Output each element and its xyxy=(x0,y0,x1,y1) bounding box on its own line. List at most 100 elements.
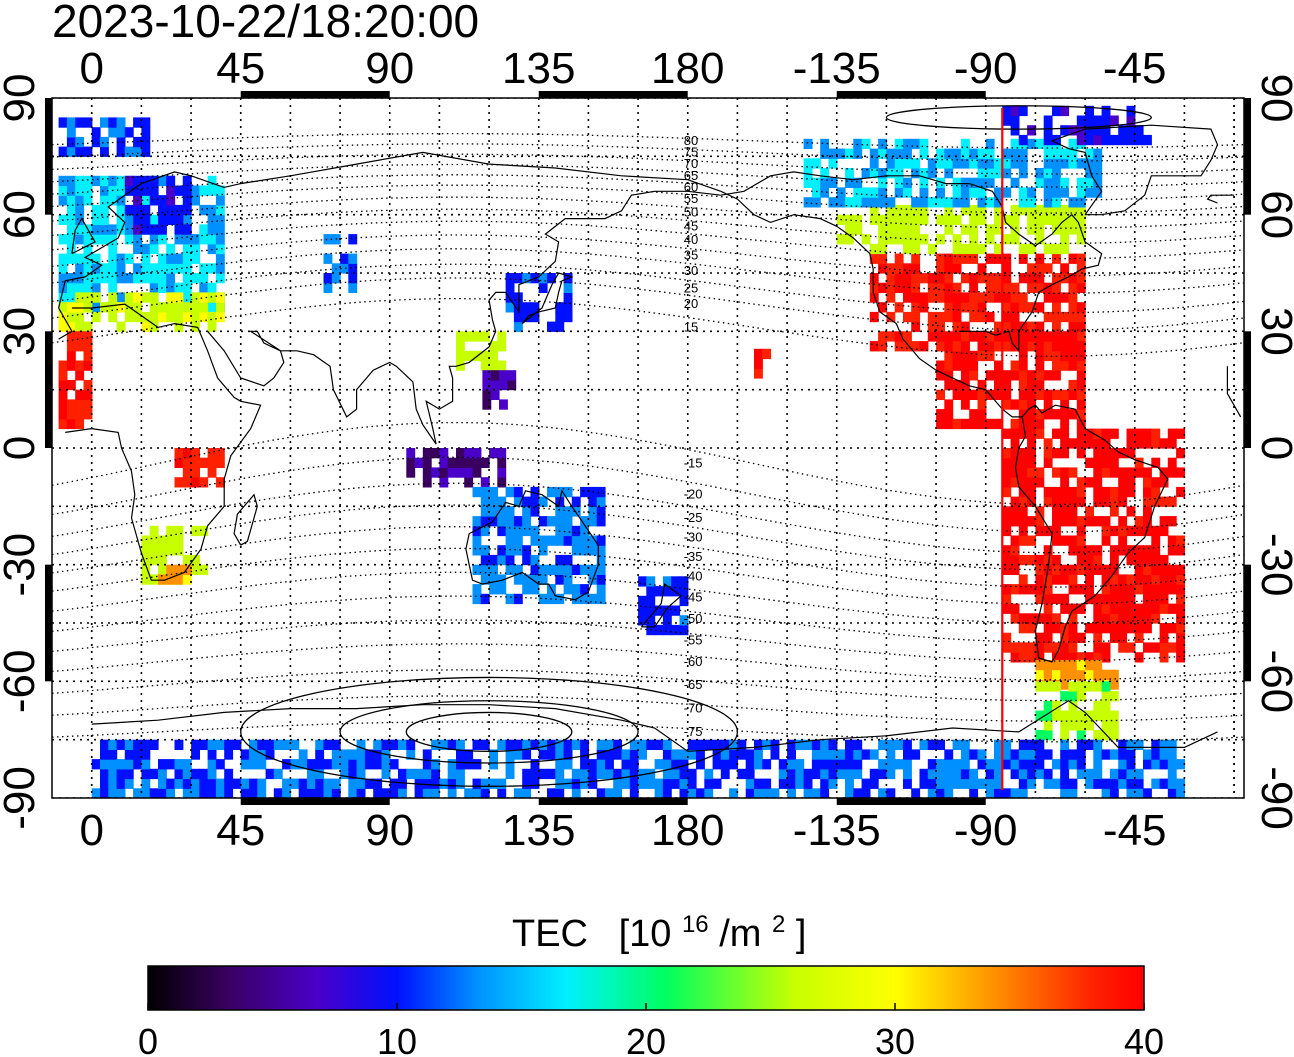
tec-cell xyxy=(191,749,200,760)
tec-cell xyxy=(273,768,283,780)
tec-cell xyxy=(1060,659,1070,671)
tec-cell xyxy=(787,768,796,780)
tec-cell xyxy=(406,467,416,478)
tec-cell xyxy=(960,187,970,198)
tec-cell xyxy=(944,253,954,264)
tec-cell xyxy=(927,759,937,770)
tec-cell xyxy=(116,768,126,780)
tec-cell xyxy=(994,739,1003,750)
coastline xyxy=(71,217,96,255)
tec-cell xyxy=(1035,341,1045,352)
tec-cell xyxy=(679,624,689,636)
tec-cell xyxy=(1176,788,1185,798)
tec-cell xyxy=(182,448,192,459)
tec-cell xyxy=(1035,321,1045,332)
tec-cell xyxy=(116,263,126,274)
tec-cell xyxy=(671,768,681,780)
tec-cell xyxy=(696,759,705,770)
tec-cell xyxy=(580,486,589,498)
tec-cell xyxy=(936,148,945,159)
tec-cell xyxy=(563,486,573,498)
tec-cell xyxy=(1076,691,1086,702)
tec-cell xyxy=(141,574,151,585)
tec-cell xyxy=(878,234,887,245)
tec-cell xyxy=(273,788,283,798)
tec-cell xyxy=(836,148,846,159)
tec-cell xyxy=(1002,593,1012,605)
tec-cell xyxy=(869,204,879,216)
tec-cell xyxy=(927,788,937,798)
tec-cell xyxy=(588,768,598,780)
tec-cell xyxy=(149,185,159,196)
tec-cell xyxy=(1043,331,1053,342)
tec-cell xyxy=(1093,681,1103,692)
tec-cell xyxy=(845,759,854,770)
tec-cell xyxy=(133,185,142,196)
tec-cell xyxy=(927,311,937,323)
tec-cell xyxy=(83,341,93,352)
tec-cell xyxy=(1043,574,1053,585)
tec-cell xyxy=(960,302,970,313)
tec-cell xyxy=(497,467,507,478)
tec-cell xyxy=(75,399,85,410)
coastline xyxy=(720,190,1169,663)
tec-cell xyxy=(538,574,548,585)
tec-cell xyxy=(745,778,755,789)
tec-cell xyxy=(1052,214,1061,225)
tec-cell xyxy=(729,749,738,760)
tec-cell xyxy=(166,788,176,798)
tec-cell xyxy=(108,282,118,293)
tec-cell xyxy=(547,788,556,798)
tec-cell xyxy=(903,263,912,274)
tec-cell xyxy=(456,739,465,750)
tec-cell xyxy=(646,576,656,587)
tec-cell xyxy=(1018,105,1028,117)
tec-cell xyxy=(489,759,498,770)
tec-cell xyxy=(936,360,945,371)
tec-cell xyxy=(1176,535,1185,546)
tec-cell xyxy=(1101,691,1111,702)
tec-cell xyxy=(1052,681,1061,692)
tec-cell xyxy=(580,584,589,595)
tec-cell xyxy=(1101,125,1111,136)
tec-cell xyxy=(166,292,176,303)
tec-cell xyxy=(745,749,755,760)
tec-cell xyxy=(158,554,167,566)
tec-cell xyxy=(249,759,258,770)
tec-cell xyxy=(1018,584,1028,595)
tec-cell xyxy=(224,739,234,750)
tec-cell xyxy=(1109,679,1119,690)
tec-cell xyxy=(1060,603,1070,614)
tec-cell xyxy=(199,778,209,789)
tec-cell xyxy=(795,739,805,750)
tec-cell xyxy=(1068,778,1078,789)
tec-cell xyxy=(563,574,573,585)
tec-cell xyxy=(149,234,159,245)
tec-cell xyxy=(1043,370,1053,381)
tec-cell xyxy=(1052,525,1061,537)
tec-cell xyxy=(199,234,209,245)
tec-cell xyxy=(878,224,887,235)
tec-cell xyxy=(1027,302,1036,313)
tec-cell xyxy=(1076,214,1086,225)
tec-cell xyxy=(480,593,490,605)
tec-cell xyxy=(191,457,200,468)
tec-cell xyxy=(174,204,184,216)
tec-cell xyxy=(1043,177,1053,188)
tec-cell xyxy=(1076,177,1086,188)
tec-cell xyxy=(1052,321,1061,332)
tec-cell xyxy=(1151,486,1161,498)
tec-cell xyxy=(174,253,184,264)
x-tick-label-bottom: 135 xyxy=(502,806,575,855)
tec-cell xyxy=(555,564,565,575)
tec-cell xyxy=(1043,204,1053,216)
tec-cell xyxy=(215,739,225,750)
tec-cell xyxy=(174,263,184,274)
tec-cell xyxy=(490,379,500,391)
tec-cell xyxy=(182,564,192,575)
tec-cell xyxy=(323,739,333,750)
tec-cell xyxy=(1010,292,1020,303)
tec-cell xyxy=(853,749,863,760)
tec-cell xyxy=(580,535,589,546)
colorbar-unit-exponent: 16 xyxy=(682,911,709,938)
